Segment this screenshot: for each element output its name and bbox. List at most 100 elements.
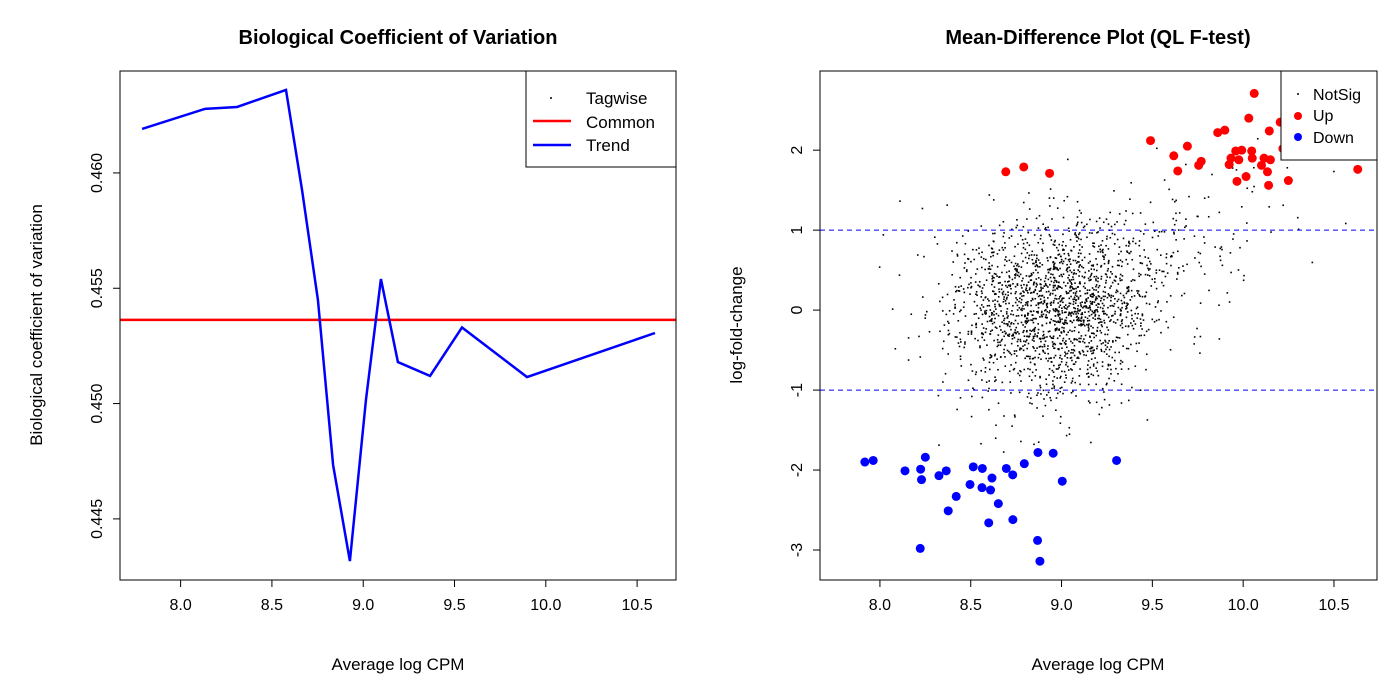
notsig-point	[1088, 315, 1091, 317]
notsig-point	[1119, 314, 1122, 316]
notsig-point	[1103, 398, 1106, 401]
notsig-point	[1045, 378, 1047, 381]
notsig-point	[1063, 305, 1066, 308]
notsig-point	[1020, 314, 1023, 317]
notsig-point	[1121, 322, 1123, 325]
notsig-point	[1004, 258, 1006, 261]
notsig-point	[972, 387, 974, 390]
legend-tagwise-label: Tagwise	[586, 89, 647, 108]
notsig-point	[1048, 311, 1050, 314]
notsig-point	[984, 371, 987, 373]
notsig-point	[1105, 238, 1108, 240]
y-tick-label: -2	[789, 463, 806, 477]
up-point	[1262, 167, 1272, 177]
notsig-point	[1110, 299, 1112, 302]
notsig-point	[1037, 227, 1040, 229]
notsig-point	[1086, 292, 1089, 294]
notsig-point	[1103, 319, 1105, 322]
notsig-point	[1057, 321, 1060, 323]
notsig-point	[1014, 361, 1017, 364]
notsig-point	[997, 402, 1000, 405]
notsig-point	[1077, 261, 1079, 263]
notsig-point	[1012, 333, 1014, 336]
notsig-point	[967, 330, 970, 333]
notsig-point	[1113, 223, 1116, 226]
notsig-point	[1033, 254, 1036, 256]
notsig-point	[1073, 329, 1076, 332]
notsig-point	[1036, 335, 1039, 338]
notsig-point	[1149, 268, 1151, 270]
notsig-point	[1091, 232, 1093, 234]
notsig-point	[1019, 234, 1022, 237]
notsig-point	[1160, 230, 1163, 233]
notsig-point	[1083, 256, 1086, 259]
notsig-point	[1156, 248, 1159, 251]
notsig-point	[1115, 289, 1118, 292]
notsig-point	[1059, 422, 1062, 425]
notsig-point	[1018, 265, 1020, 268]
notsig-point	[1169, 295, 1172, 297]
notsig-point	[1073, 272, 1076, 274]
notsig-point	[1062, 240, 1064, 243]
notsig-point	[1079, 341, 1081, 343]
notsig-point	[1040, 301, 1043, 303]
notsig-point	[1089, 279, 1091, 281]
notsig-point	[1033, 340, 1035, 342]
notsig-point	[1110, 285, 1112, 287]
notsig-point	[981, 396, 984, 399]
notsig-point	[1050, 301, 1053, 304]
notsig-point	[1064, 355, 1066, 357]
notsig-point	[1107, 292, 1110, 295]
notsig-point	[1030, 379, 1033, 381]
notsig-point	[1059, 296, 1061, 298]
notsig-point	[938, 444, 940, 446]
notsig-point	[1056, 337, 1059, 340]
notsig-point	[988, 387, 990, 390]
notsig-point	[1072, 303, 1075, 306]
notsig-point	[1030, 299, 1033, 302]
notsig-point	[1052, 243, 1055, 246]
notsig-point	[1080, 238, 1082, 241]
notsig-point	[1047, 290, 1050, 293]
notsig-point	[1078, 310, 1081, 312]
notsig-point	[980, 256, 983, 258]
notsig-point	[1052, 335, 1055, 338]
notsig-point	[1050, 336, 1053, 339]
notsig-point	[991, 312, 994, 315]
notsig-point	[939, 330, 941, 333]
notsig-point	[1009, 381, 1012, 383]
notsig-point	[1103, 304, 1105, 307]
notsig-point	[1092, 349, 1094, 352]
notsig-point	[1138, 275, 1141, 278]
notsig-point	[1083, 225, 1086, 228]
notsig-point	[947, 329, 950, 332]
x-tick-label: 10.0	[1228, 597, 1259, 614]
notsig-point	[998, 305, 1001, 307]
notsig-point	[996, 358, 998, 360]
notsig-point	[984, 310, 986, 312]
notsig-point	[1111, 281, 1114, 284]
notsig-point	[1088, 328, 1090, 330]
notsig-point	[1043, 296, 1045, 299]
notsig-point	[1080, 316, 1083, 318]
notsig-point	[998, 276, 1001, 278]
notsig-point	[1137, 290, 1140, 292]
notsig-point	[1105, 244, 1107, 247]
notsig-point	[1113, 279, 1116, 282]
notsig-point	[1055, 287, 1058, 290]
notsig-point	[1144, 256, 1147, 258]
notsig-point	[1091, 346, 1094, 349]
notsig-point	[1040, 340, 1042, 343]
notsig-point	[999, 305, 1002, 307]
notsig-point	[1078, 255, 1080, 258]
md-title: Mean-Difference Plot (QL F-test)	[945, 27, 1250, 49]
notsig-point	[1062, 322, 1064, 325]
notsig-point	[991, 318, 993, 320]
notsig-point	[1005, 271, 1008, 274]
notsig-point	[1015, 350, 1018, 352]
notsig-point	[1046, 394, 1048, 396]
notsig-point	[984, 331, 987, 334]
notsig-point	[953, 299, 955, 301]
notsig-point	[1086, 317, 1089, 320]
notsig-point	[1040, 311, 1043, 314]
